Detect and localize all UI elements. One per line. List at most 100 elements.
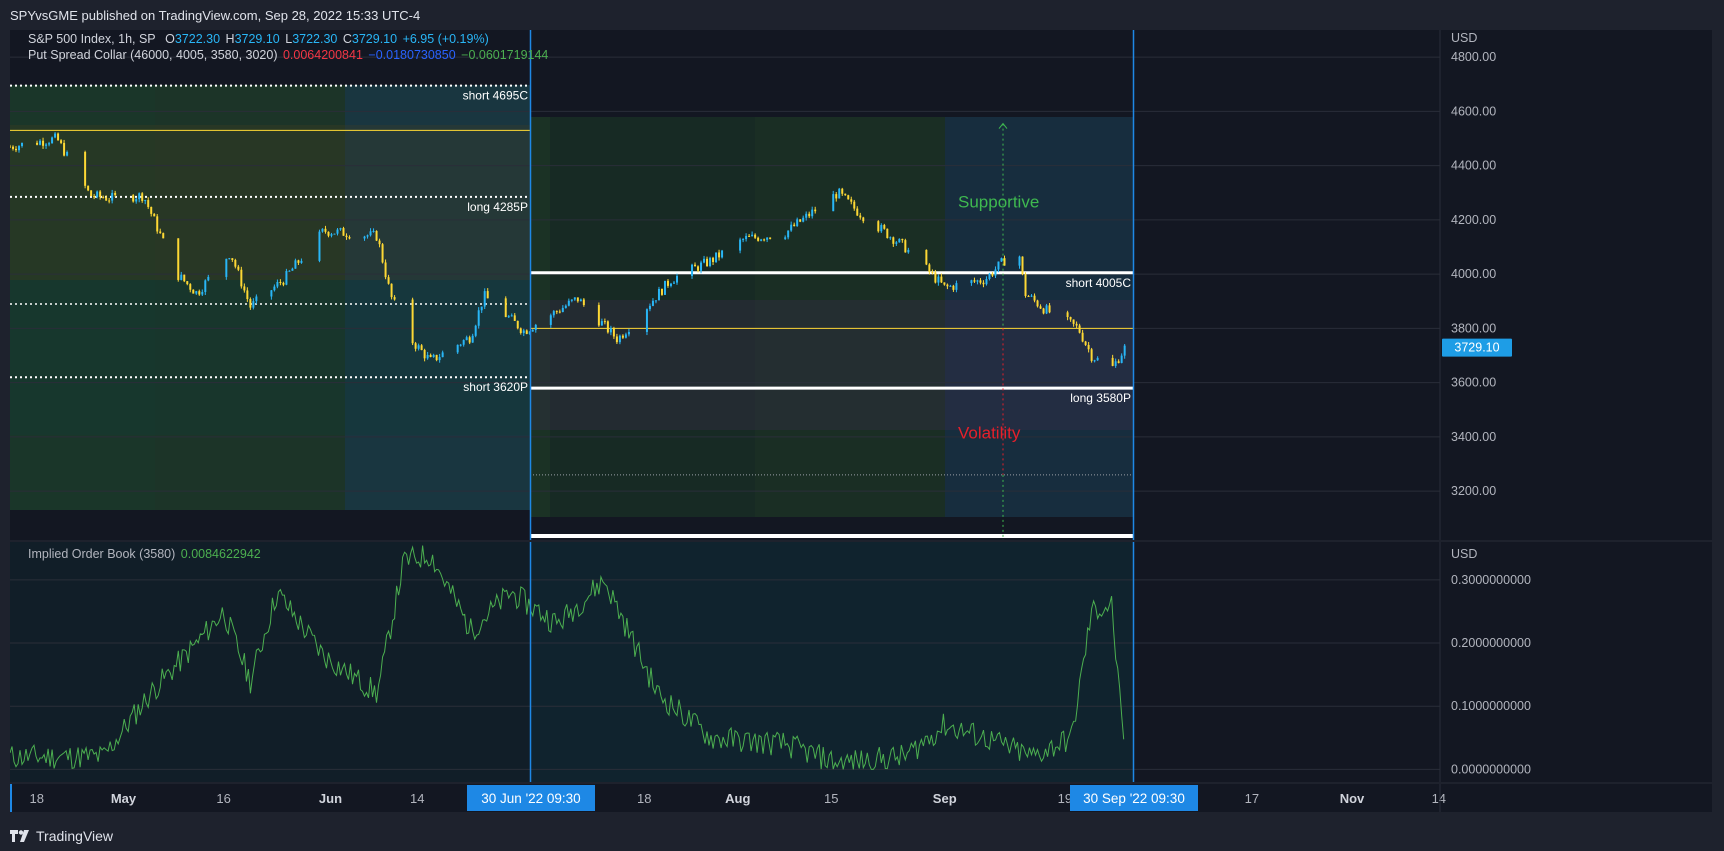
candle-body: [718, 252, 721, 258]
time-axis-tick: 14: [410, 791, 424, 806]
candle-body: [177, 238, 180, 280]
candle-body: [1120, 355, 1123, 363]
candle-body: [937, 276, 940, 283]
candle-body: [414, 343, 417, 349]
candle-body: [144, 200, 147, 202]
candle-body: [802, 217, 805, 222]
candle-body: [330, 234, 333, 236]
candle-body: [102, 196, 105, 198]
candle-body: [700, 262, 703, 271]
price-axis-bg: [1440, 30, 1712, 540]
zone-mid-blue: [945, 117, 1133, 517]
order-book-chart-svg: USD 0.3000000000 0.2000000000 0.1000000000 0…: [9, 542, 1712, 782]
candle-body: [108, 200, 111, 202]
zone-pre-teal: [345, 85, 530, 510]
indicator-name: Put Spread Collar (46000, 4005, 3580, 30…: [28, 48, 278, 62]
price-axis-tick: 3200.00: [1451, 484, 1496, 498]
candle-body: [564, 305, 567, 308]
candle-body: [486, 291, 489, 299]
zone-mid-green: [530, 117, 755, 517]
candle-body: [237, 266, 240, 270]
candle-body: [36, 142, 39, 145]
candle-body: [156, 216, 159, 232]
candle-body: [657, 289, 660, 301]
candle-body: [12, 146, 15, 149]
candle-body: [1093, 360, 1096, 362]
candle-body: [90, 190, 93, 197]
candle-body: [189, 284, 192, 290]
candle-body: [9, 146, 11, 148]
candle-body: [234, 259, 237, 267]
candle-body: [531, 330, 534, 332]
candle-body: [99, 191, 102, 197]
candle-body: [844, 193, 847, 196]
time-axis-tick: 15: [824, 791, 838, 806]
time-axis-tick: 18: [637, 791, 651, 806]
candle-body: [438, 357, 441, 361]
candle-body: [513, 315, 516, 321]
candle-body: [516, 320, 519, 329]
candle-body: [429, 354, 432, 358]
time-axis-tick: Aug: [725, 791, 750, 806]
candle-body: [435, 354, 438, 361]
candle-body: [186, 281, 189, 285]
price-axis-tick: 4800.00: [1451, 50, 1496, 64]
candle-body: [808, 213, 811, 217]
candle-body: [477, 310, 480, 326]
time-axis-tick: Sep: [933, 791, 957, 806]
candle-body: [441, 352, 444, 358]
candle-body: [318, 231, 321, 261]
candle-body: [880, 225, 883, 232]
candle-body: [135, 199, 138, 202]
candle-body: [1072, 319, 1075, 324]
label-short-4695c: short 4695C: [463, 89, 529, 103]
candle-body: [766, 237, 769, 240]
candles: [9, 132, 1126, 368]
time-highlight-end-badge: [1070, 785, 1198, 811]
footer: TradingView: [0, 820, 1724, 851]
candle-body: [324, 228, 327, 232]
candle-body: [624, 334, 627, 338]
candle-body: [1048, 305, 1051, 313]
candle-body: [669, 283, 672, 286]
candle-body: [997, 261, 1000, 270]
candle-body: [561, 307, 564, 313]
candle-body: [21, 142, 24, 147]
candle-body: [648, 305, 651, 310]
candle-body: [757, 237, 760, 241]
candle-body: [754, 234, 757, 238]
candle-body: [1066, 312, 1069, 318]
time-axis[interactable]: 18 May 16 Jun 14 18 Aug 15 Sep 19 17 Nov 14 30 Jun '2…: [10, 784, 1712, 812]
candle-body: [225, 258, 228, 277]
tradingview-logo[interactable]: TradingView: [10, 828, 113, 844]
candle-body: [138, 193, 141, 200]
candle-body: [288, 270, 291, 272]
candle-body: [57, 133, 60, 141]
candle-body: [1123, 345, 1126, 356]
time-axis-svg: 18 May 16 Jun 14 18 Aug 15 Sep 19 17 Nov 14 30 Jun '2…: [10, 784, 1446, 812]
candle-body: [1030, 295, 1033, 297]
candle-body: [285, 270, 288, 285]
candle-body: [519, 328, 522, 333]
candle-body: [1087, 344, 1090, 350]
implied-order-book-pane[interactable]: USD 0.3000000000 0.2000000000 0.1000000000 0…: [9, 542, 1712, 782]
sub-axis-tick: 0.1000000000: [1451, 699, 1531, 713]
candle-body: [1021, 256, 1024, 275]
candle-body: [1042, 308, 1045, 314]
candle-body: [1045, 305, 1048, 314]
main-price-pane[interactable]: short 4695C long 4285P short 3620P short 40…: [9, 30, 1712, 540]
candle-body: [847, 195, 850, 200]
candle-body: [369, 231, 372, 236]
candle-body: [342, 228, 345, 236]
sub-axis-currency: USD: [1451, 547, 1477, 561]
candle-body: [841, 188, 844, 194]
candle-body: [567, 300, 570, 306]
candle-body: [603, 321, 606, 323]
candle-body: [579, 299, 582, 302]
candle-body: [862, 217, 865, 222]
candle-body: [507, 316, 510, 318]
candle-body: [249, 299, 252, 308]
candle-body: [48, 143, 51, 145]
candle-body: [162, 233, 165, 239]
candle-body: [426, 354, 429, 359]
